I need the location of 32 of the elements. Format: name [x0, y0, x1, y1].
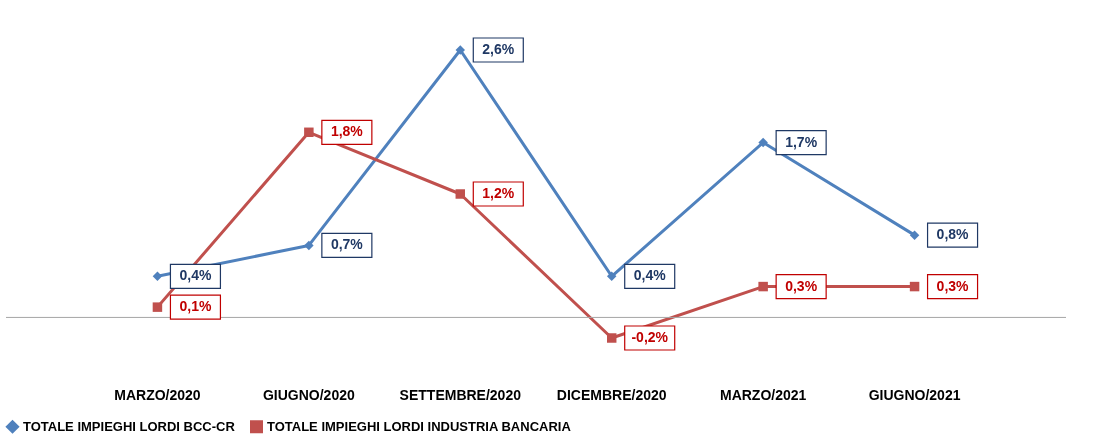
point: [152, 302, 163, 312]
data-label: 0,3%: [785, 277, 818, 294]
x-tick-label: SETTEMBRE/2020: [399, 386, 522, 403]
data-label: 1,8%: [330, 123, 364, 140]
data-label: -0,2%: [631, 329, 669, 345]
data-label: 0,7%: [330, 236, 364, 253]
point: [455, 189, 466, 199]
data-label: 0,4%: [633, 267, 667, 284]
legend-label: TOTALE IMPIEGHI LORDI BCC-CR: [23, 418, 236, 434]
point: [758, 137, 768, 148]
x-tick-label: GIUGNO/2021: [868, 386, 961, 403]
x-tick-label: MARZO/2020: [114, 386, 201, 403]
point: [758, 281, 768, 292]
data-label: 0,8%: [936, 226, 970, 243]
x-tick-label: MARZO/2021: [719, 386, 807, 403]
x-tick-label: GIUGNO/2020: [262, 386, 355, 403]
x-tick-label: DICEMBRE/2020: [556, 386, 667, 403]
point: [455, 45, 466, 55]
point: [304, 240, 314, 251]
data-label: 2,6%: [482, 41, 515, 57]
point: [606, 271, 617, 282]
point: [909, 230, 920, 240]
data-label: 0,4%: [179, 267, 212, 284]
data-label: 1,7%: [785, 133, 818, 150]
data-label: 1,2%: [482, 185, 515, 201]
legend-label: TOTALE IMPIEGHI LORDI INDUSTRIA BANCARIA: [267, 418, 572, 434]
point: [152, 271, 163, 282]
data-label: 0,3%: [936, 277, 970, 294]
point: [909, 281, 920, 292]
point: [304, 127, 314, 138]
data-label: 0,1%: [179, 298, 212, 315]
point: [606, 333, 617, 343]
